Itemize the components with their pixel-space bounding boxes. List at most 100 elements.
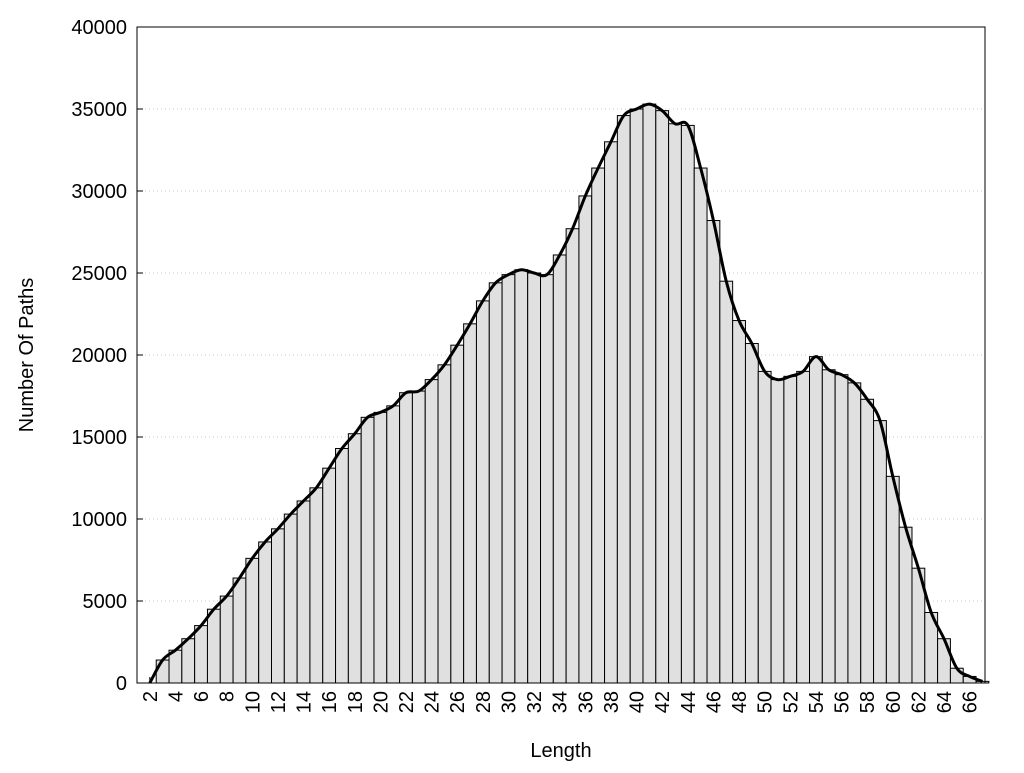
bar	[616, 115, 631, 684]
bar	[885, 475, 900, 684]
x-tick-label: 32	[524, 691, 546, 713]
bar	[898, 526, 913, 684]
bar	[706, 220, 721, 684]
y-tick-label: 30000	[71, 181, 127, 203]
bar	[783, 375, 798, 684]
bar	[245, 557, 260, 684]
x-tick-label: 54	[806, 691, 828, 713]
bar	[424, 379, 439, 684]
y-tick-label: 40000	[71, 17, 127, 39]
bar	[719, 280, 734, 684]
x-tick-label: 52	[780, 691, 802, 713]
x-tick-label: 40	[627, 691, 649, 713]
bar	[809, 356, 823, 684]
bar	[373, 411, 388, 684]
bar	[552, 254, 567, 684]
bar	[488, 282, 503, 684]
bar	[360, 416, 375, 684]
bar	[642, 103, 657, 684]
bar	[770, 379, 785, 684]
bar	[155, 659, 170, 684]
x-tick-label: 34	[550, 691, 572, 713]
x-tick-label: 46	[703, 691, 725, 713]
bar	[527, 272, 542, 684]
bar	[258, 541, 273, 684]
bar	[437, 364, 452, 684]
bar	[937, 638, 951, 684]
bar	[668, 123, 682, 684]
bar	[181, 638, 196, 684]
x-tick-label: 42	[652, 691, 674, 713]
x-tick-label: 38	[601, 691, 623, 713]
bar	[206, 608, 221, 684]
bar	[296, 500, 311, 684]
bar	[565, 228, 580, 684]
x-tick-label: 44	[678, 691, 700, 713]
x-tick-label: 12	[268, 691, 290, 713]
bar	[655, 110, 670, 684]
bar	[347, 433, 362, 684]
y-tick-label: 15000	[71, 427, 127, 449]
x-tick-label: 14	[294, 691, 316, 713]
bar	[450, 344, 465, 684]
bar	[732, 320, 746, 684]
x-axis-label: Length	[530, 740, 591, 762]
x-tick-label: 62	[908, 691, 930, 713]
bar	[309, 487, 324, 684]
bar	[860, 398, 875, 684]
x-tick-label: 24	[422, 691, 444, 713]
y-tick-label: 0	[116, 673, 127, 695]
bar	[680, 124, 695, 684]
bar	[821, 369, 836, 684]
bar	[873, 420, 887, 684]
x-tick-label: 8	[217, 691, 239, 702]
y-tick-label: 10000	[71, 509, 127, 531]
bar	[232, 577, 247, 684]
bar	[540, 274, 554, 684]
bar	[283, 513, 298, 684]
bar	[693, 167, 708, 684]
bar	[744, 343, 759, 684]
x-tick-label: 4	[165, 691, 187, 702]
bar	[604, 141, 618, 684]
y-tick-label: 5000	[83, 591, 128, 613]
x-tick-label: 2	[140, 691, 162, 702]
bar	[194, 625, 208, 684]
bar	[514, 269, 529, 684]
bar	[591, 167, 606, 684]
x-tick-label: 48	[729, 691, 751, 713]
bar	[219, 595, 234, 684]
x-tick-label: 26	[447, 691, 469, 713]
x-tick-label: 30	[498, 691, 520, 713]
x-tick-label: 16	[319, 691, 341, 713]
x-tick-label: 10	[242, 691, 264, 713]
x-tick-label: 64	[934, 691, 956, 713]
bar	[463, 323, 477, 684]
x-tick-label: 36	[575, 691, 597, 713]
bar	[399, 392, 413, 684]
x-tick-label: 58	[857, 691, 879, 713]
x-tick-label: 50	[755, 691, 777, 713]
bar	[847, 382, 862, 684]
x-tick-label: 22	[396, 691, 418, 713]
bar	[411, 390, 426, 684]
x-tick-label: 20	[370, 691, 392, 713]
bar	[271, 528, 285, 684]
y-tick-label: 20000	[71, 345, 127, 367]
bar	[834, 374, 849, 684]
x-tick-label: 6	[191, 691, 213, 702]
bar	[475, 300, 490, 684]
bar	[322, 467, 337, 684]
x-tick-label: 18	[345, 691, 367, 713]
bar	[501, 274, 516, 684]
bar	[757, 370, 772, 684]
bar	[796, 370, 811, 684]
bar	[578, 195, 593, 684]
x-tick-label: 60	[883, 691, 905, 713]
bar	[386, 405, 401, 684]
bar	[168, 649, 183, 684]
y-axis-label: Number Of Paths	[16, 278, 38, 433]
bar	[629, 108, 644, 684]
x-tick-label: 66	[960, 691, 982, 713]
